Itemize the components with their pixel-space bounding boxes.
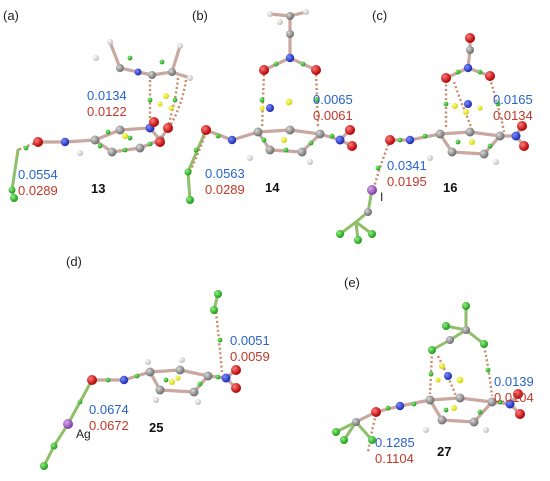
- panel-d-value-top-blue: 0.0051: [230, 333, 270, 348]
- panel-c-molecule: [336, 33, 529, 244]
- panel-e-label: (e): [344, 275, 360, 290]
- panel-c-value-top-blue: 0.0165: [493, 92, 533, 107]
- panel-b-compound-number: 14: [265, 180, 280, 195]
- panel-e-value-bottom-red: 0.1104: [375, 451, 414, 466]
- panel-a-value-bottom-red: 0.0289: [18, 183, 58, 198]
- panel-d-value-bottom-blue: 0.0674: [89, 402, 129, 417]
- panel-e-value-bottom-blue: 0.1285: [375, 435, 415, 450]
- panel-e-value-top-blue: 0.0139: [494, 374, 534, 389]
- panel-a-label: (a): [3, 8, 19, 23]
- panel-c: (c): [336, 8, 533, 244]
- panel-a-compound-number: 13: [91, 181, 105, 196]
- panel-b-value-bottom-red: 0.0289: [205, 182, 245, 197]
- panel-c-iodine-label: I: [380, 190, 383, 204]
- panel-a: (a): [3, 8, 193, 202]
- panel-b-value-top-blue: 0.0065: [313, 92, 353, 107]
- panel-b: (b): [184, 8, 357, 204]
- panel-e-molecule: [332, 302, 525, 453]
- panel-d-value-bottom-red: 0.0672: [89, 418, 129, 433]
- panel-a-value-top-red: 0.0122: [87, 104, 127, 119]
- panel-a-value-top-blue: 0.0134: [87, 88, 127, 103]
- panel-d: (d): [40, 254, 270, 470]
- panel-d-molecule: [40, 290, 241, 470]
- panel-d-value-top-red: 0.0059: [230, 349, 270, 364]
- panel-c-value-bottom-blue: 0.0341: [387, 158, 427, 173]
- panel-a-molecule: [8, 39, 193, 202]
- panel-e: (e): [332, 275, 534, 466]
- panel-b-molecule: [184, 9, 357, 204]
- panel-d-label: (d): [66, 254, 82, 269]
- panel-e-value-top-red: 0.0104: [494, 390, 534, 405]
- panel-d-silver-label: Ag: [76, 427, 91, 441]
- panel-b-value-top-red: 0.0061: [313, 108, 353, 123]
- panel-d-compound-number: 25: [149, 420, 163, 435]
- panel-c-value-bottom-red: 0.0195: [387, 174, 427, 189]
- panel-b-value-bottom-blue: 0.0563: [205, 166, 245, 181]
- panel-b-label: (b): [192, 8, 208, 23]
- panel-c-label: (c): [372, 8, 387, 23]
- panel-a-value-bottom-blue: 0.0554: [18, 167, 58, 182]
- panel-c-value-top-red: 0.0134: [493, 108, 533, 123]
- panel-c-compound-number: 16: [443, 180, 457, 195]
- panel-e-compound-number: 27: [437, 444, 451, 459]
